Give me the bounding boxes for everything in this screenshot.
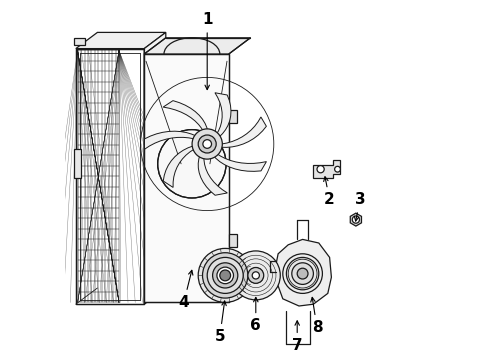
Circle shape	[297, 268, 308, 279]
Polygon shape	[144, 54, 229, 302]
Circle shape	[317, 166, 324, 173]
Polygon shape	[215, 93, 231, 137]
Circle shape	[192, 129, 222, 159]
Circle shape	[220, 270, 231, 281]
Circle shape	[207, 257, 243, 293]
Circle shape	[213, 263, 238, 288]
Polygon shape	[76, 49, 144, 304]
Polygon shape	[350, 213, 362, 226]
Polygon shape	[74, 38, 85, 45]
Circle shape	[217, 267, 233, 284]
Circle shape	[198, 135, 216, 153]
Circle shape	[248, 267, 264, 283]
Polygon shape	[145, 131, 196, 149]
Polygon shape	[76, 32, 166, 49]
Polygon shape	[278, 247, 328, 301]
Polygon shape	[144, 32, 166, 304]
Text: 4: 4	[178, 270, 193, 310]
Circle shape	[286, 257, 319, 290]
Polygon shape	[144, 286, 250, 302]
Circle shape	[252, 272, 259, 279]
Circle shape	[292, 263, 314, 284]
Polygon shape	[163, 146, 194, 188]
Text: 1: 1	[202, 12, 213, 90]
Text: 6: 6	[250, 297, 261, 333]
Polygon shape	[144, 38, 250, 54]
Text: 7: 7	[292, 321, 302, 353]
Circle shape	[335, 166, 341, 172]
Circle shape	[231, 251, 280, 300]
Polygon shape	[213, 153, 267, 171]
Text: 2: 2	[324, 177, 335, 207]
Polygon shape	[163, 101, 208, 132]
Polygon shape	[198, 154, 227, 195]
Text: 5: 5	[215, 301, 226, 344]
Polygon shape	[221, 117, 267, 147]
Polygon shape	[314, 160, 341, 178]
Circle shape	[203, 140, 212, 148]
Circle shape	[352, 216, 360, 223]
Text: 8: 8	[311, 297, 322, 335]
Text: 3: 3	[354, 192, 366, 221]
Circle shape	[158, 130, 226, 198]
Circle shape	[198, 248, 252, 302]
Polygon shape	[229, 234, 237, 247]
Circle shape	[202, 253, 248, 298]
Polygon shape	[229, 110, 237, 123]
Polygon shape	[74, 149, 81, 178]
Polygon shape	[275, 239, 331, 306]
